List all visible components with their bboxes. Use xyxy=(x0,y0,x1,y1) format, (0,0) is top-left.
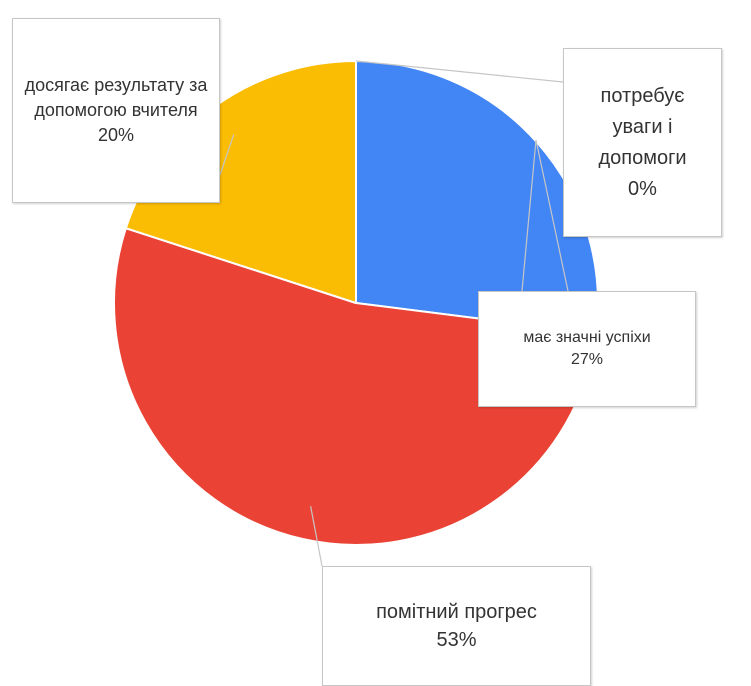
leader-line-significant-success xyxy=(535,139,569,292)
slice-label-noticeable-progress: помітний прогрес 53% xyxy=(322,566,591,686)
leader-lines xyxy=(219,60,569,567)
leader-line-needs-attention xyxy=(355,60,564,83)
slice-label-text: потребує уваги і допомоги xyxy=(598,84,687,169)
slice-label-with-teacher-help: досягає результату за допомогою вчителя … xyxy=(12,18,220,203)
pie-chart xyxy=(113,60,599,567)
slice-percent: 53% xyxy=(436,629,477,651)
slice-label-text: помітний прогрес xyxy=(376,601,537,623)
slice-label-significant-success: має значні успіхи 27% xyxy=(478,291,696,407)
slice-label-text: має значні успіхи xyxy=(523,329,651,346)
slice-label-needs-attention: потребує уваги і допомоги 0% xyxy=(563,48,722,237)
slice-label-text: досягає результату за допомогою вчителя xyxy=(24,75,208,120)
slice-percent: 20% xyxy=(97,125,135,145)
leader-line-significant-success xyxy=(521,139,537,292)
pie-slices xyxy=(113,60,599,546)
slice-percent: 27% xyxy=(570,351,604,368)
pie-slice-noticeable-progress xyxy=(113,227,598,546)
leader-line-noticeable-progress xyxy=(310,505,323,567)
leader-line-with-teacher-help xyxy=(219,134,235,176)
slice-percent: 0% xyxy=(628,177,657,200)
